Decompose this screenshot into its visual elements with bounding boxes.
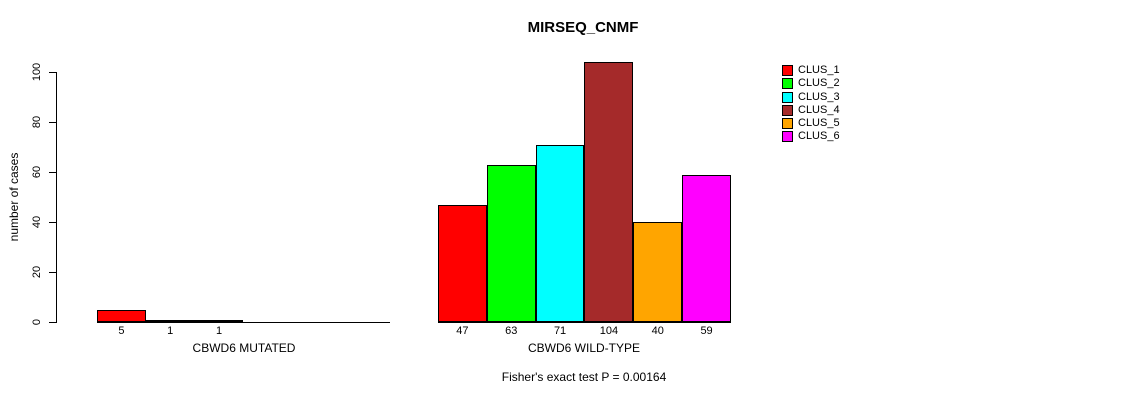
bar-clus_1-group1 <box>438 204 487 322</box>
y-tick-label: 40 <box>31 215 43 229</box>
legend-item-clus_6: CLUS_6 <box>782 130 840 143</box>
legend-item-clus_1: CLUS_1 <box>782 64 840 77</box>
bar-value-label: 1 <box>167 325 174 337</box>
legend-swatch-icon <box>782 118 793 130</box>
y-tick-mark <box>49 221 56 223</box>
legend-label: CLUS_3 <box>798 90 840 103</box>
bar-value-label: 104 <box>599 325 619 337</box>
fisher-test-annotation: Fisher's exact test P = 0.00164 <box>501 370 667 384</box>
legend-item-clus_5: CLUS_5 <box>782 117 840 130</box>
bar-value-label: 59 <box>700 325 713 337</box>
bar-clus_2-group1 <box>486 164 536 322</box>
legend-label: CLUS_2 <box>798 77 840 90</box>
x-axis-baseline <box>438 322 731 323</box>
bar-value-label: 47 <box>456 325 469 337</box>
y-axis-line <box>56 72 57 323</box>
y-tick-mark <box>49 321 56 323</box>
legend-item-clus_3: CLUS_3 <box>782 91 840 104</box>
chart-title: MIRSEQ_CNMF <box>527 19 639 36</box>
bar-clus_5-group1 <box>633 222 683 322</box>
bar-clus_4-group1 <box>584 62 634 322</box>
bar-value-label: 63 <box>505 325 518 337</box>
legend-label: CLUS_5 <box>798 117 840 130</box>
legend-swatch-icon <box>782 131 793 143</box>
legend-swatch-icon <box>782 65 793 77</box>
legend-label: CLUS_6 <box>798 130 840 143</box>
bar-clus_1-group0 <box>97 309 146 322</box>
legend-label: CLUS_1 <box>798 64 840 77</box>
bar-clus_6-group1 <box>682 174 731 322</box>
bar-value-label: 5 <box>118 325 125 337</box>
legend: CLUS_1 CLUS_2 CLUS_3 CLUS_4 CLUS_5 CLUS_6 <box>782 64 840 144</box>
bar-value-label: 40 <box>651 325 664 337</box>
y-tick-mark <box>49 121 56 123</box>
y-tick-mark <box>49 271 56 273</box>
legend-swatch-icon <box>782 78 793 90</box>
x-axis-label-mutated: CBWD6 MUTATED <box>192 341 296 355</box>
legend-swatch-icon <box>782 104 793 116</box>
y-tick-label: 80 <box>31 115 43 129</box>
bar-clus_3-group0 <box>194 319 244 322</box>
bar-value-label: 1 <box>216 325 223 337</box>
bar-clus_3-group1 <box>535 144 585 322</box>
y-tick-mark <box>49 71 56 73</box>
legend-label: CLUS_4 <box>798 103 840 116</box>
y-tick-label: 100 <box>31 62 43 82</box>
y-tick-label: 20 <box>31 265 43 279</box>
y-tick-label: 0 <box>31 318 43 326</box>
y-tick-label: 60 <box>31 165 43 179</box>
x-axis-baseline <box>97 322 390 323</box>
legend-item-clus_4: CLUS_4 <box>782 104 840 117</box>
bar-value-label: 71 <box>553 325 567 337</box>
y-axis-label: number of cases <box>7 152 21 242</box>
y-tick-mark <box>49 171 56 173</box>
x-axis-label-wildtype: CBWD6 WILD-TYPE <box>527 341 641 355</box>
legend-swatch-icon <box>782 91 793 103</box>
bar-clus_2-group0 <box>145 319 195 322</box>
legend-item-clus_2: CLUS_2 <box>782 77 840 90</box>
